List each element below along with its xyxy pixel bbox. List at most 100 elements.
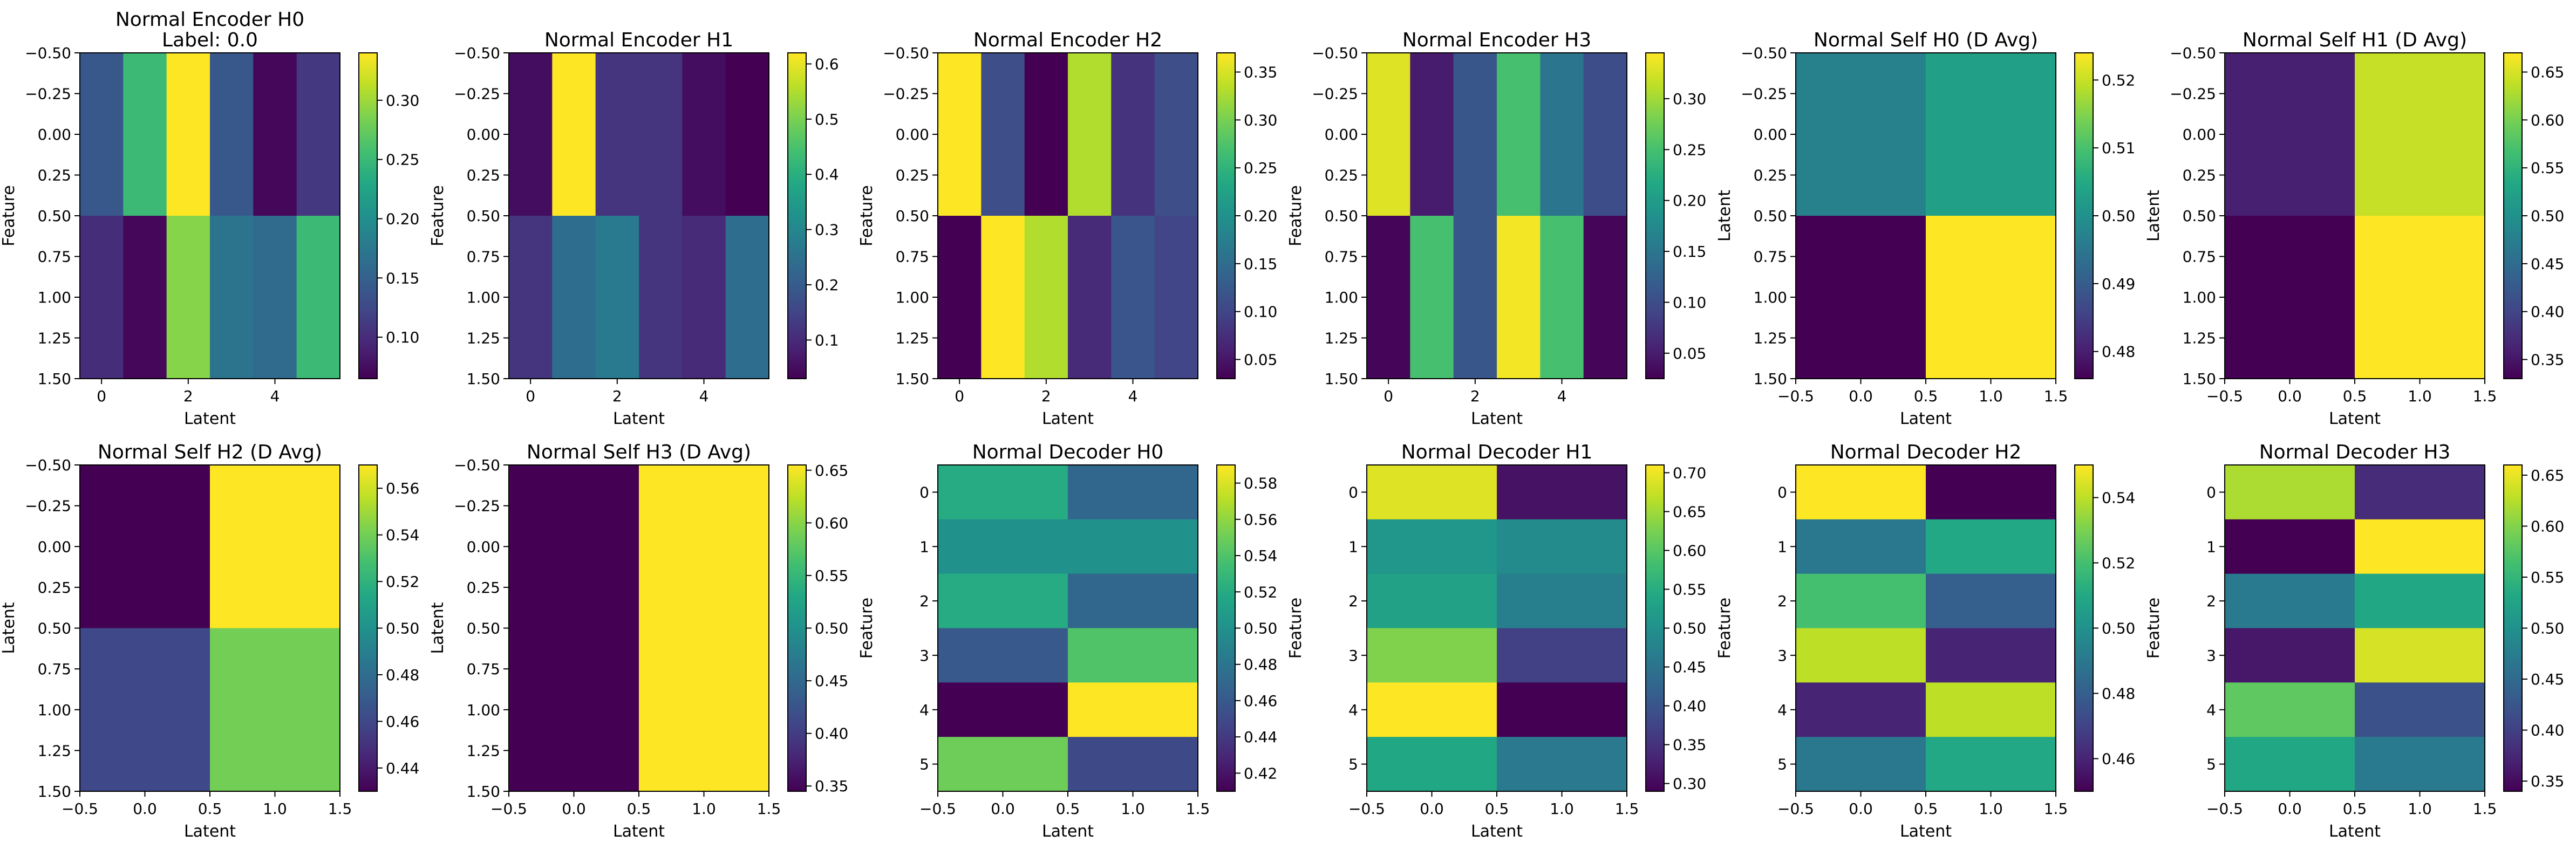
y-tick-label: −0.25 [454, 85, 500, 103]
x-axis-label: Latent [1471, 409, 1523, 428]
colorbar-tick-label: 0.56 [1244, 511, 1277, 529]
heatmap-cell [1796, 737, 1926, 792]
y-tick-label: 1.25 [896, 330, 929, 347]
heatmap-cell [1796, 216, 1926, 379]
chart-title: Normal Encoder H1 [544, 29, 733, 51]
x-axis-label: Latent [1900, 822, 1952, 841]
colorbar-tick-label: 0.05 [1673, 345, 1706, 362]
heatmap-cell [210, 628, 340, 792]
y-tick-label: 0.00 [467, 126, 500, 143]
heatmap-cell [166, 216, 210, 379]
colorbar-tick-label: 0.10 [1673, 293, 1706, 311]
chart-title: Normal Self H0 (D Avg) [1814, 29, 2038, 51]
colorbar-tick-label: 0.54 [1244, 547, 1277, 565]
heatmap-cell [1497, 682, 1627, 737]
x-axis-label: Latent [184, 409, 236, 428]
heatmap-cell [1926, 573, 2056, 629]
x-tick-label: 0.5 [1914, 800, 1938, 818]
x-tick-label: 2 [612, 387, 622, 405]
heatmap-cell [1410, 216, 1454, 379]
y-tick-label: 1 [1777, 538, 1787, 556]
colorbar [1646, 465, 1664, 791]
colorbar [2504, 465, 2522, 791]
y-tick-label: 0.00 [1325, 126, 1358, 143]
colorbar-tick-label: 0.52 [2102, 71, 2135, 89]
x-tick-label: 2 [1470, 387, 1480, 405]
heatmap-cell [123, 53, 167, 216]
y-tick-label: 0.75 [2183, 248, 2216, 266]
y-tick-label: 1.25 [1325, 330, 1358, 347]
heatmap-cell [552, 53, 596, 216]
colorbar-tick-label: 0.55 [1673, 580, 1706, 598]
heatmap-cell [166, 53, 210, 216]
y-tick-label: 1.00 [38, 289, 71, 306]
heatmap-cell [639, 465, 769, 629]
x-tick-label: −0.5 [2206, 387, 2243, 405]
y-tick-label: 0.25 [38, 167, 71, 184]
x-axis-label: Latent [1042, 822, 1094, 841]
y-tick-label: −0.25 [1741, 85, 1787, 103]
x-tick-label: 4 [699, 387, 709, 405]
colorbar [359, 53, 377, 379]
heatmap-cell [80, 216, 124, 379]
heatmap-cell [1540, 216, 1584, 379]
colorbar-tick-label: 0.65 [2531, 467, 2564, 484]
x-tick-label: 1.5 [1615, 800, 1639, 818]
x-axis-label: Latent [2329, 409, 2381, 428]
colorbar-tick-label: 0.50 [815, 620, 848, 638]
y-tick-label: 1.50 [38, 783, 71, 800]
y-tick-label: 4 [1348, 701, 1358, 719]
heatmap-cell [1367, 682, 1497, 737]
heatmap-cell [938, 573, 1068, 629]
y-tick-label: 1.00 [896, 289, 929, 306]
y-tick-label: 3 [1348, 647, 1358, 665]
heatmap-cell [123, 216, 167, 379]
x-axis-label: Latent [184, 822, 236, 841]
heatmap-cell [509, 216, 553, 379]
y-tick-label: −0.50 [1312, 44, 1358, 62]
chart-title: Normal Encoder H3 [1402, 29, 1591, 51]
colorbar-tick-label: 0.45 [1673, 659, 1706, 676]
x-tick-label: 0.0 [1849, 800, 1873, 818]
heatmap-cell [80, 53, 124, 216]
y-tick-label: 1.25 [38, 742, 71, 759]
heatmap-cell [1497, 519, 1627, 574]
heatmap-cell [2225, 53, 2355, 216]
heatmap-panel-3: 0 2 4 −0.50 −0.25 0.00 0.25 0.50 0.75 1.00 1.25 1.5… [1286, 29, 1706, 428]
heatmap-cell [981, 216, 1025, 379]
colorbar-tick-label: 0.30 [1673, 775, 1706, 793]
y-tick-label: 0.50 [2183, 207, 2216, 225]
x-tick-label: 1.5 [2044, 387, 2068, 405]
colorbar-tick-label: 0.48 [386, 666, 419, 684]
heatmap-panel-5: −0.5 0.0 0.5 1.0 1.5 −0.50 −0.25 0.00 0.25 0.50 0.… [2144, 29, 2564, 428]
heatmap-cell [1367, 573, 1497, 629]
chart-title: Normal Decoder H1 [1401, 441, 1593, 463]
colorbar-tick-label: 0.6 [815, 55, 839, 73]
heatmap-cell [1367, 465, 1497, 520]
heatmap-cell [296, 216, 340, 379]
heatmap-cell [1796, 53, 1926, 216]
y-tick-label: 1 [2206, 538, 2216, 556]
heatmap-cell [1796, 573, 1926, 629]
heatmap-cell [1410, 53, 1454, 216]
x-tick-label: 1.5 [328, 800, 352, 818]
heatmap-cell [1497, 573, 1627, 629]
heatmap-cell [1926, 737, 2056, 792]
x-tick-label: 1.5 [2473, 800, 2497, 818]
heatmap-cell [509, 465, 639, 629]
heatmap-cell [1497, 465, 1627, 520]
heatmap-cell [2225, 216, 2355, 379]
colorbar-tick-label: 0.60 [2531, 111, 2564, 129]
y-axis-label: Latent [2144, 190, 2163, 242]
colorbar [1217, 53, 1235, 379]
heatmap-cell [210, 216, 254, 379]
heatmap-cell [1068, 682, 1198, 737]
colorbar-tick-label: 0.54 [2102, 489, 2135, 507]
colorbar-tick-label: 0.10 [1244, 303, 1277, 321]
x-tick-label: −0.5 [919, 800, 956, 818]
colorbar-tick-label: 0.42 [1244, 764, 1277, 782]
x-tick-label: 0.0 [2278, 800, 2302, 818]
colorbar-tick-label: 0.05 [1244, 351, 1277, 368]
x-tick-label: 0.0 [2278, 387, 2302, 405]
